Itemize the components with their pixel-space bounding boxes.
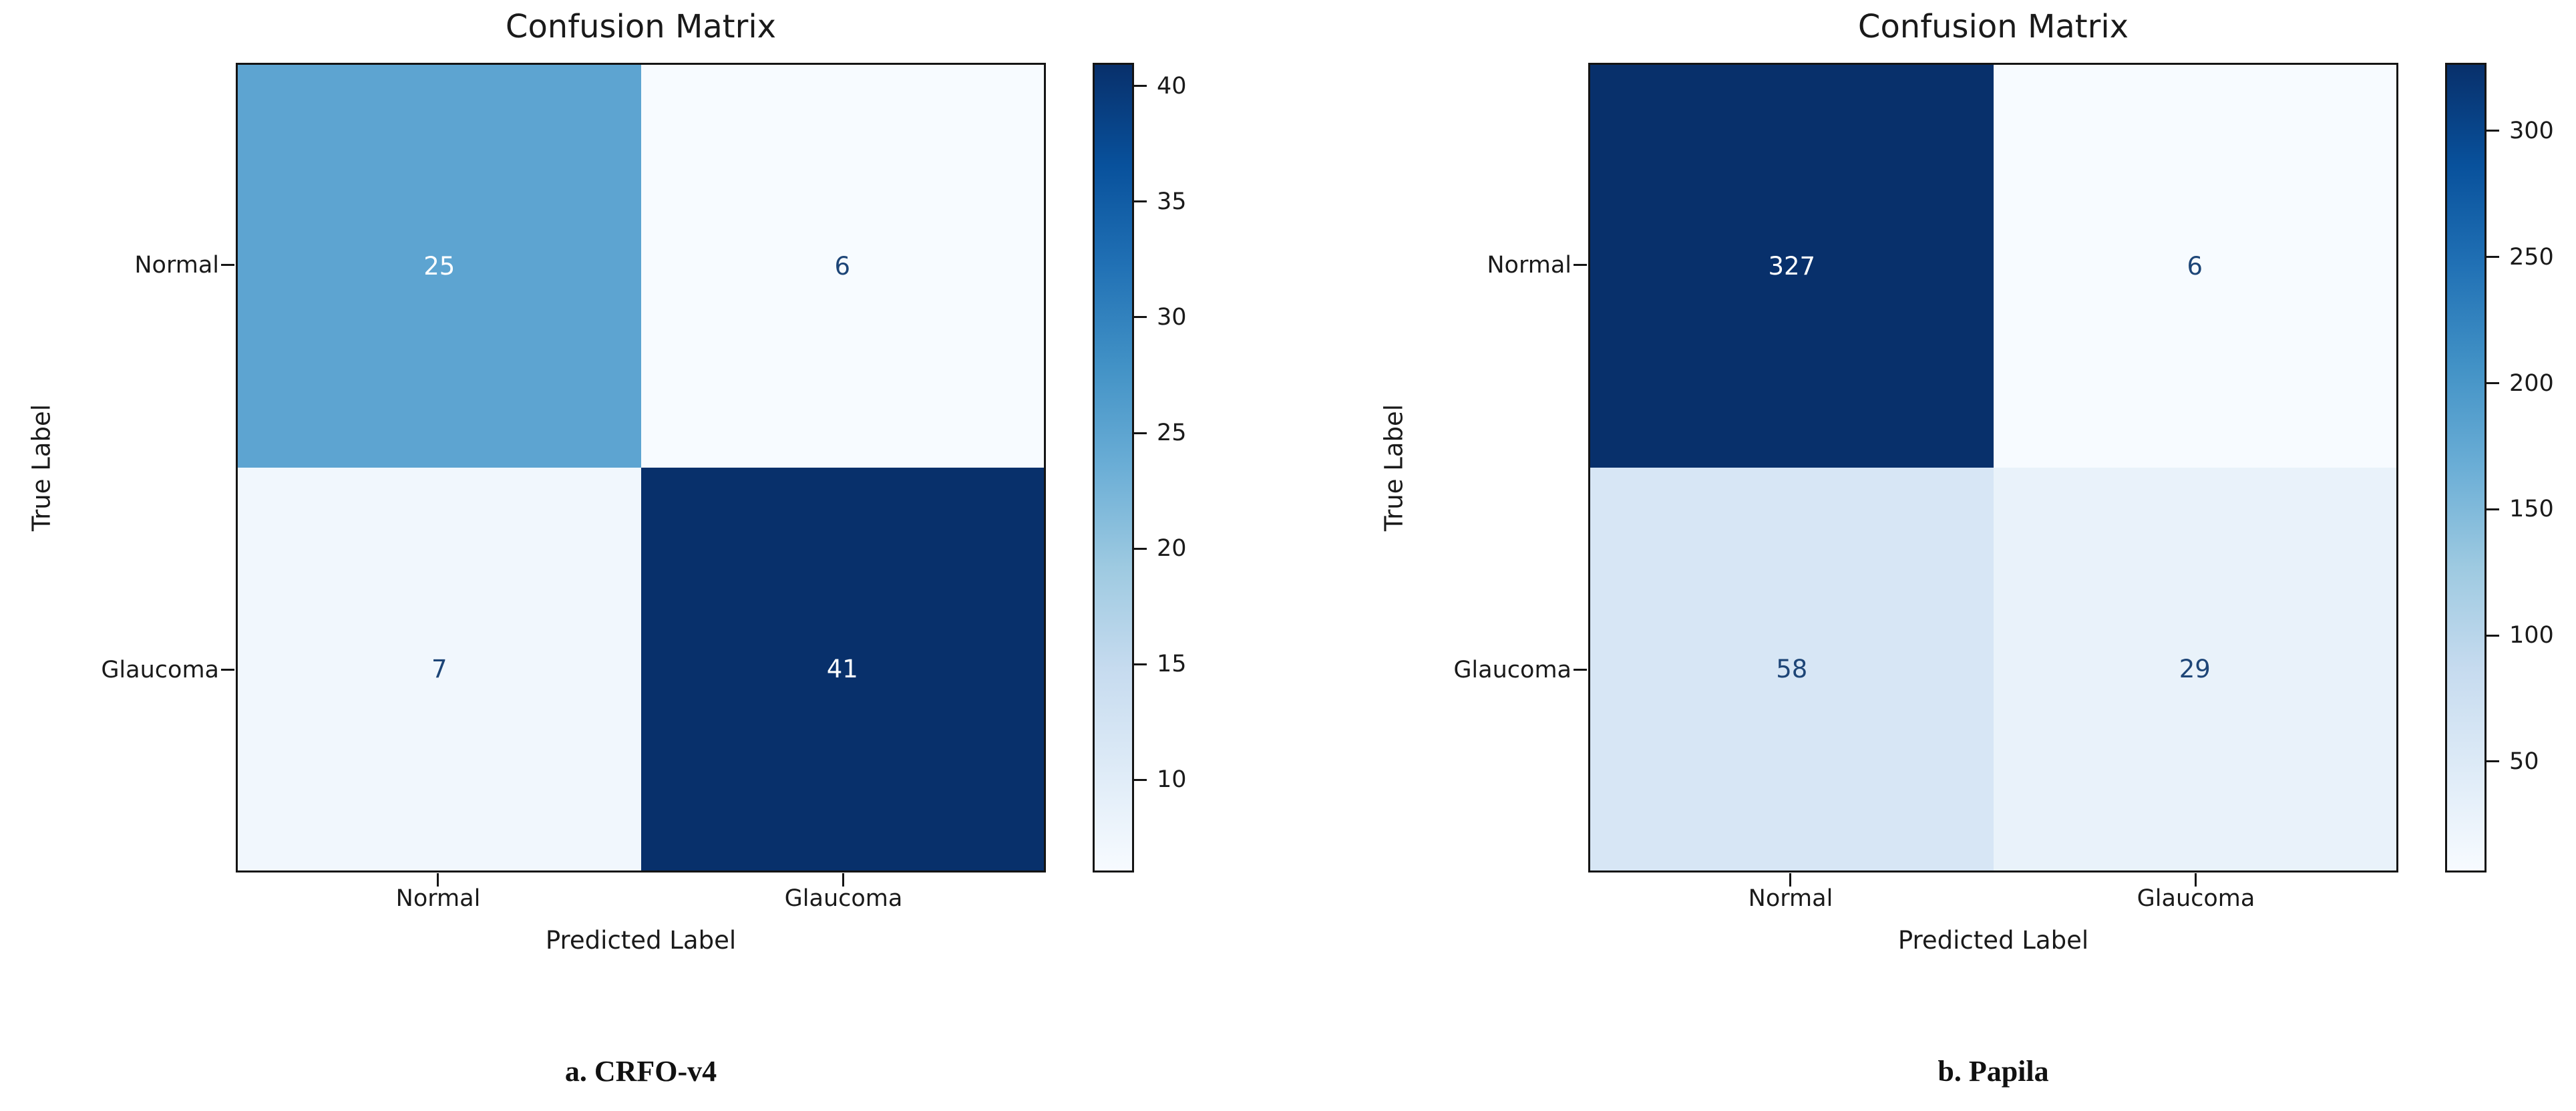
colorbar-tick-label: 50 <box>2509 748 2539 775</box>
colorbar-ticks: 300 250 200 150 100 50 <box>2487 63 2576 872</box>
x-tick-mark <box>2195 873 2197 887</box>
colorbar-tick-mark <box>1134 200 1147 203</box>
heatmap-cell-true-normal-pred-glaucoma: 6 <box>1993 65 2396 468</box>
colorbar-tick-label: 40 <box>1157 72 1187 100</box>
x-tick-label-normal: Normal <box>1748 885 1833 912</box>
x-tick-mark <box>1789 873 1791 887</box>
colorbar-tick-mark <box>1134 547 1147 550</box>
colorbar-tick-label: 250 <box>2509 243 2554 271</box>
y-tick-mark <box>1574 264 1587 266</box>
colorbar-tick-label: 25 <box>1157 420 1187 447</box>
colorbar-tick-mark <box>2487 130 2499 132</box>
x-tick-label-glaucoma: Glaucoma <box>2137 885 2255 912</box>
subfigure-caption-a: a. CRFO-v4 <box>564 1055 717 1088</box>
colorbar-tick-mark <box>1134 316 1147 319</box>
colorbar-gradient <box>1093 63 1134 872</box>
plot-title: Confusion Matrix <box>1857 8 2129 45</box>
y-tick-label-glaucoma: Glaucoma <box>101 657 219 683</box>
x-tick-mark <box>437 873 439 887</box>
heatmap-cell-true-glaucoma-pred-normal: 58 <box>1590 468 1994 870</box>
colorbar-tick-mark <box>1134 663 1147 665</box>
colorbar-tick-label: 30 <box>1157 303 1187 331</box>
y-tick-label-normal: Normal <box>1487 252 1572 279</box>
heatmap-a: 25 6 7 41 <box>236 63 1046 872</box>
colorbar-tick-mark <box>1134 85 1147 88</box>
confusion-matrix-panel-b: Confusion Matrix 327 6 58 29 Normal Glau… <box>1352 0 2576 1111</box>
y-tick-mark <box>221 264 234 266</box>
y-tick-label-normal: Normal <box>134 252 219 279</box>
x-tick-label-normal: Normal <box>395 885 481 912</box>
heatmap-cell-true-normal-pred-normal: 327 <box>1590 65 1994 468</box>
y-tick-mark <box>1574 669 1587 671</box>
colorbar-tick-mark <box>1134 778 1147 781</box>
x-tick-mark <box>842 873 844 887</box>
colorbar-tick-label: 200 <box>2509 369 2554 397</box>
colorbar-tick-mark <box>2487 382 2499 384</box>
colorbar-tick-label: 100 <box>2509 622 2554 649</box>
y-tick-mark <box>221 669 234 671</box>
colorbar-tick-label: 20 <box>1157 535 1187 563</box>
colorbar-tick-mark <box>2487 760 2499 763</box>
heatmap-b: 327 6 58 29 <box>1588 63 2398 872</box>
colorbar-tick-label: 15 <box>1157 651 1187 678</box>
heatmap-cell-true-glaucoma-pred-glaucoma: 29 <box>1993 468 2396 870</box>
y-axis-label: True Label <box>27 404 56 532</box>
colorbar-tick-mark <box>2487 508 2499 510</box>
y-tick-label-glaucoma: Glaucoma <box>1453 657 1572 683</box>
y-axis-label: True Label <box>1379 404 1409 532</box>
colorbar-tick-mark <box>2487 256 2499 259</box>
colorbar-tick-label: 300 <box>2509 117 2554 144</box>
subfigure-caption-b: b. Papila <box>1938 1055 2049 1088</box>
colorbar-gradient <box>2445 63 2487 872</box>
plot-title: Confusion Matrix <box>505 8 777 45</box>
heatmap-cell-true-glaucoma-pred-glaucoma: 41 <box>640 468 1044 870</box>
heatmap-cell-true-normal-pred-normal: 25 <box>238 65 641 468</box>
colorbar-tick-label: 150 <box>2509 496 2554 523</box>
colorbar-tick-label: 10 <box>1157 766 1187 794</box>
colorbar-ticks: 40 35 30 25 20 15 10 <box>1134 63 1281 872</box>
x-axis-label: Predicted Label <box>1897 926 2089 955</box>
x-axis-label: Predicted Label <box>545 926 737 955</box>
x-tick-label-glaucoma: Glaucoma <box>784 885 903 912</box>
heatmap-cell-true-normal-pred-glaucoma: 6 <box>640 65 1044 468</box>
colorbar-tick-mark <box>2487 634 2499 637</box>
colorbar-tick-label: 35 <box>1157 188 1187 215</box>
colorbar-tick-mark <box>1134 432 1147 434</box>
heatmap-cell-true-glaucoma-pred-normal: 7 <box>238 468 641 870</box>
confusion-matrix-panel-a: Confusion Matrix 25 6 7 41 Normal Glauco… <box>27 8 1281 1088</box>
